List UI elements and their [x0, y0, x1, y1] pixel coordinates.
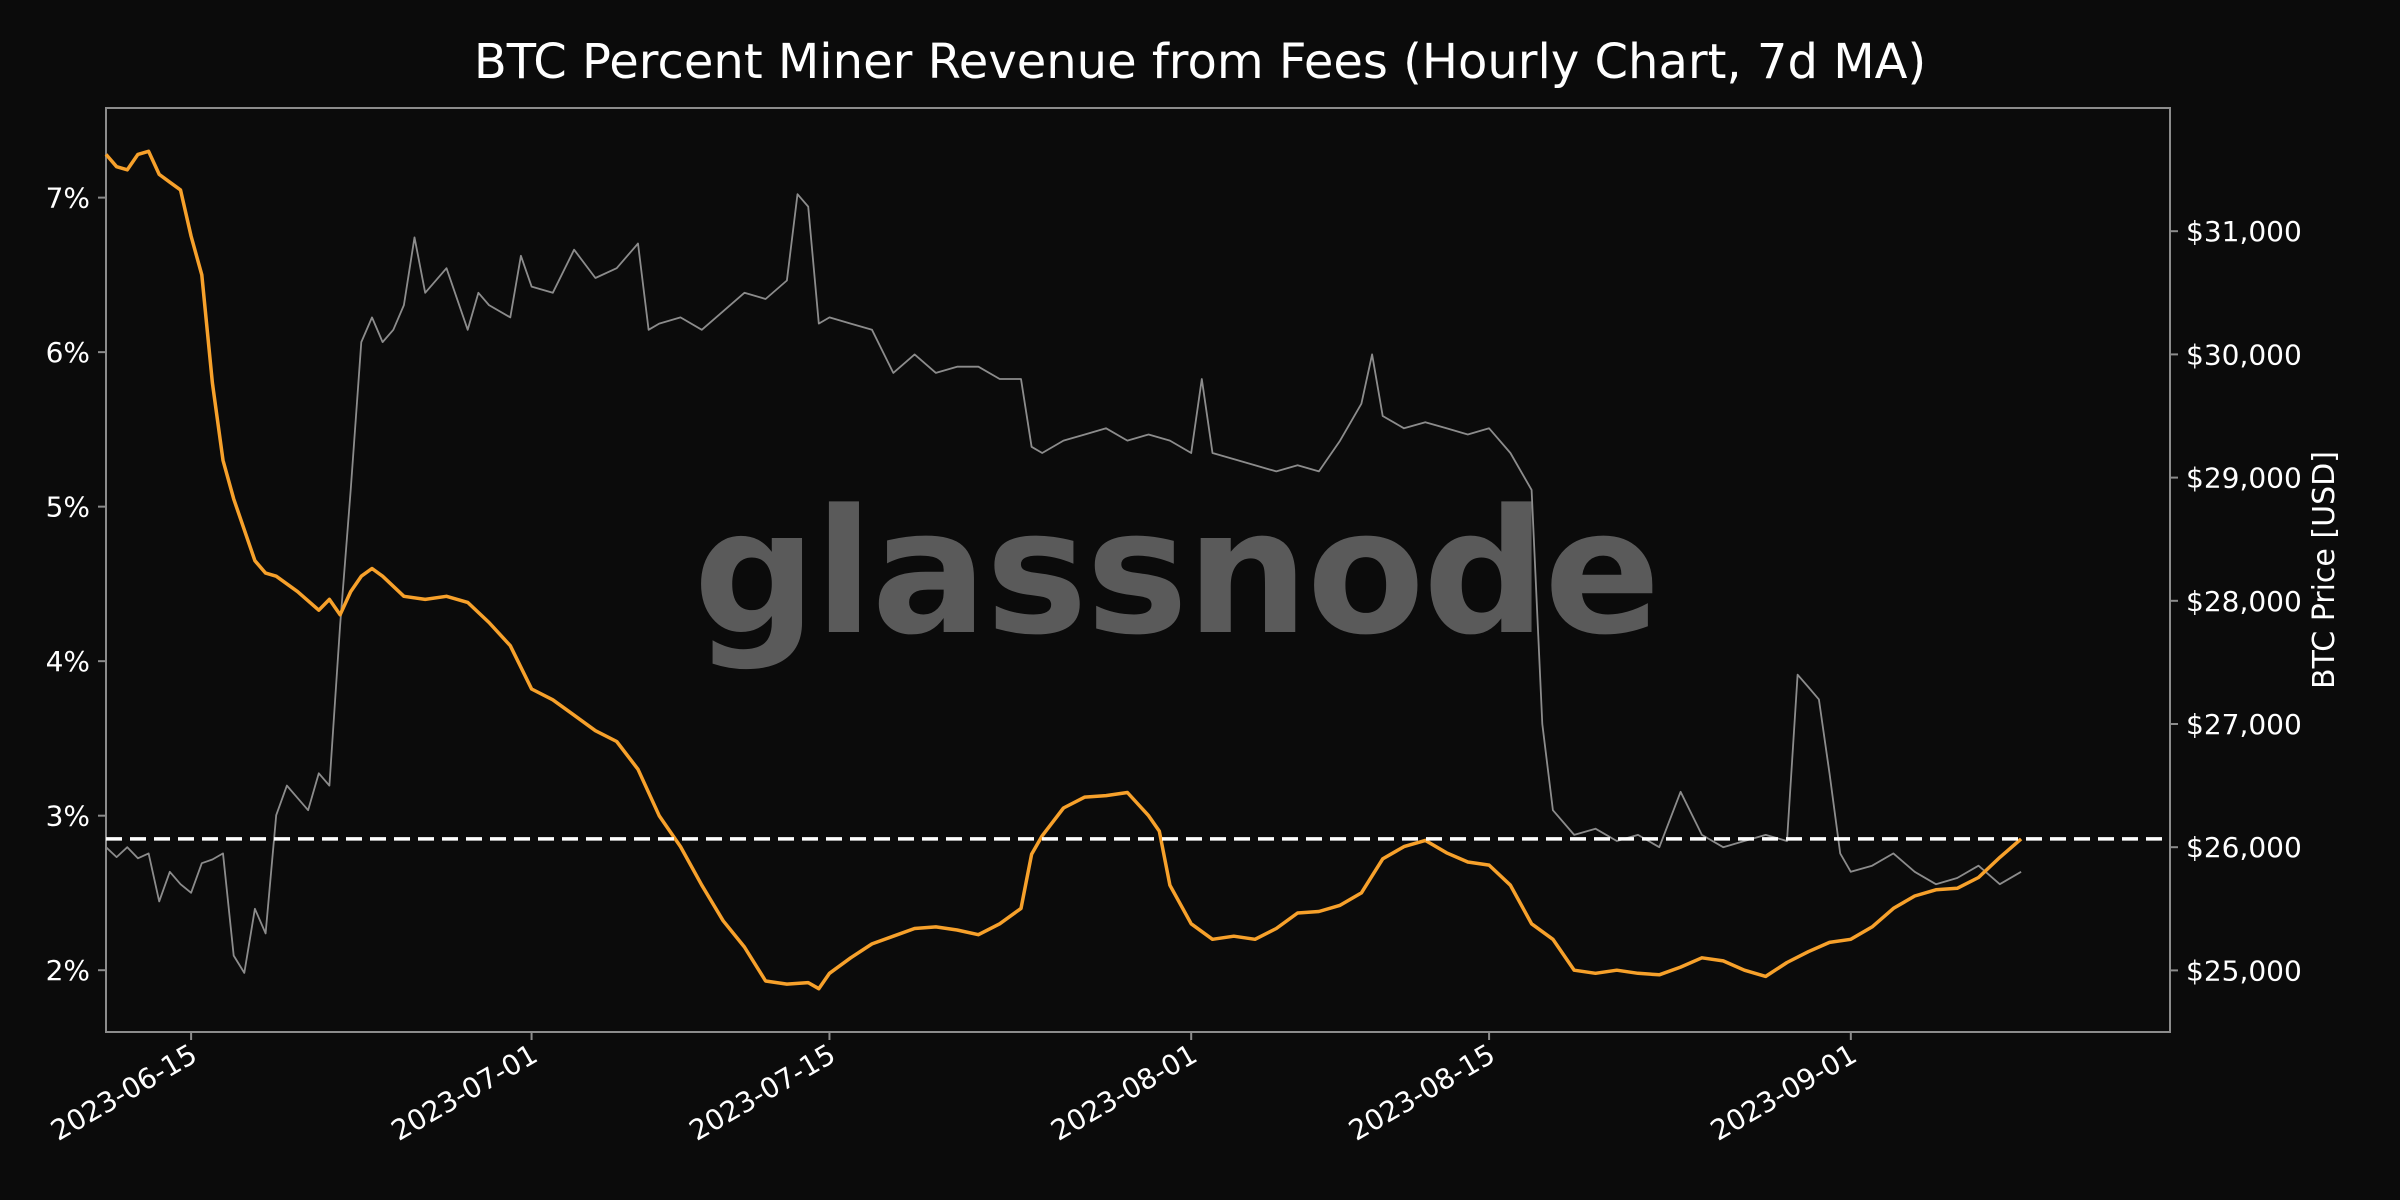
y-right-tick-label: $27,000: [2186, 708, 2302, 741]
y-axis-right-label: BTC Price [USD]: [2307, 451, 2342, 689]
y-right-tick-label: $25,000: [2186, 954, 2302, 987]
plot-area: glassnode: [104, 107, 2171, 1033]
y-left-tick-label: 5%: [46, 491, 90, 524]
fee-share-series-line: [104, 149, 2023, 991]
y-left-tick-label: 2%: [46, 954, 90, 987]
y-right-tick-label: $29,000: [2186, 462, 2302, 495]
y-right-tick-label: $31,000: [2186, 215, 2302, 248]
y-left-tick-label: 4%: [46, 645, 90, 678]
y-axis-left: 2% 3% 4% 5% 6% 7%: [46, 182, 106, 987]
y-right-tick-label: $26,000: [2186, 831, 2302, 864]
series-layer: [104, 149, 2170, 991]
plot-frame: [105, 107, 2171, 1033]
y-right-tick-label: $28,000: [2186, 585, 2302, 618]
y-axis-right: $25,000 $26,000 $27,000 $28,000 $29,000 $30,0…: [2170, 215, 2302, 987]
y-left-tick-label: 6%: [46, 336, 90, 369]
btc-price-series-line: [105, 193, 2022, 974]
watermark: glassnode: [693, 472, 1658, 673]
y-left-tick-label: 3%: [46, 800, 90, 833]
chart-title: BTC Percent Miner Revenue from Fees (Hou…: [474, 34, 1926, 90]
y-left-tick-label: 7%: [46, 182, 90, 215]
y-right-tick-label: $30,000: [2186, 338, 2302, 371]
